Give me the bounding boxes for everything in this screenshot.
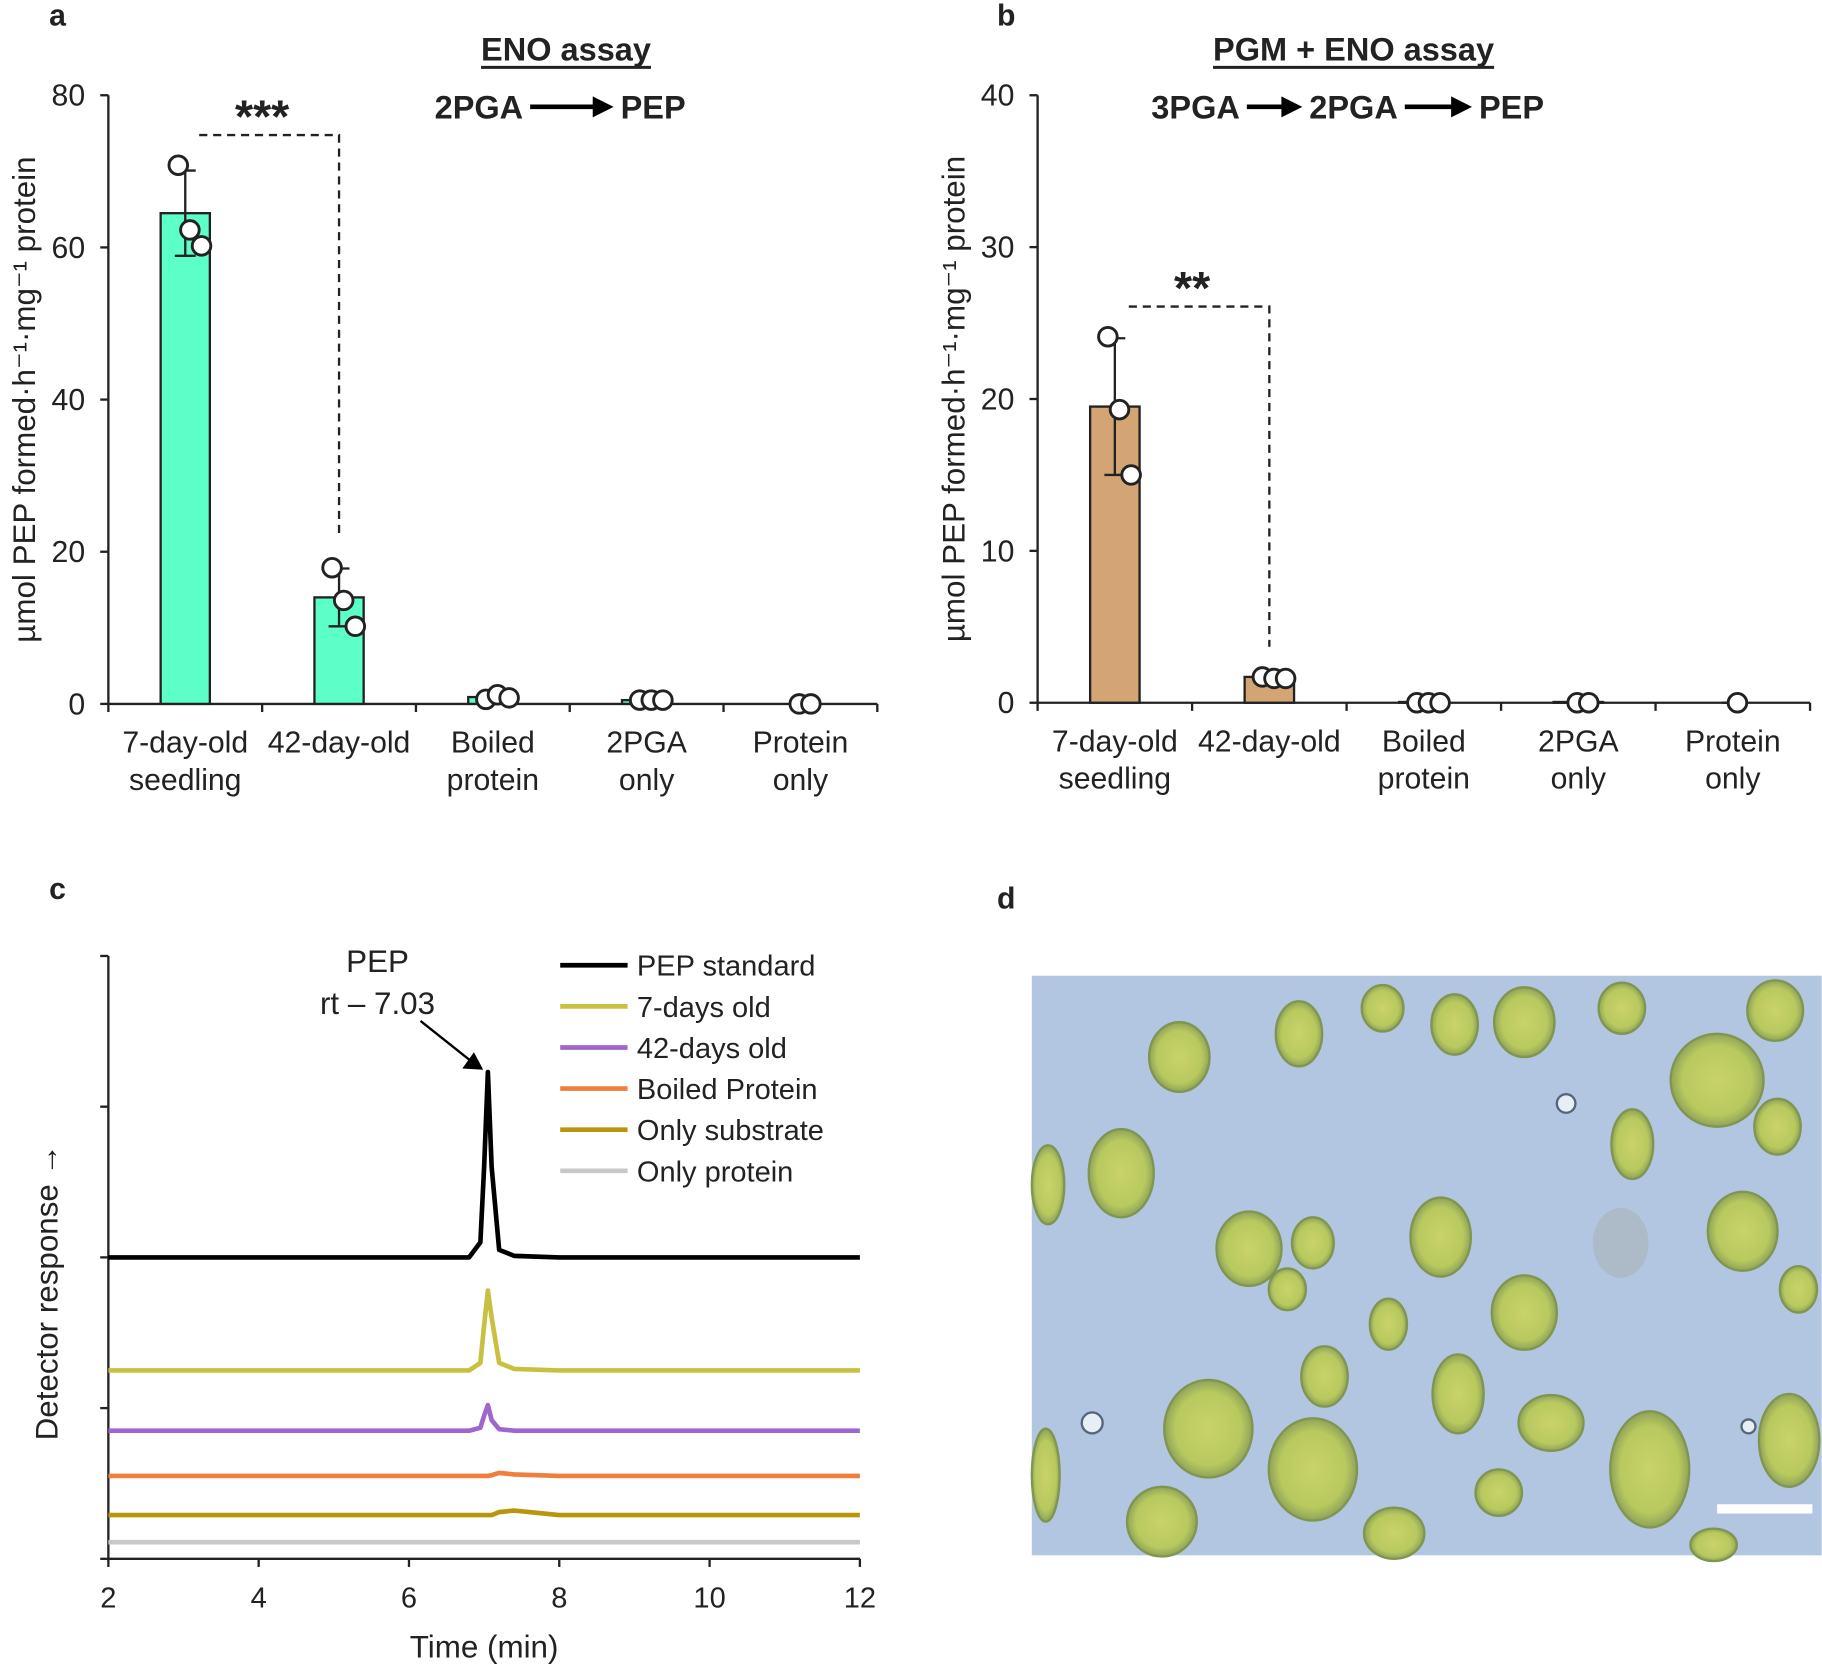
x-tick-label: 8 [551, 1583, 567, 1615]
x-tick-label: 4 [251, 1583, 267, 1615]
chart-title: PGM + ENO assay [1213, 31, 1494, 67]
x-axis-label: Time (min) [410, 1630, 559, 1665]
data-point [1578, 691, 1600, 714]
y-tick-label: 20 [981, 383, 1015, 416]
x-tick-label: 7-day-old seedling [122, 727, 248, 797]
micrograph [1030, 975, 1822, 1563]
y-tick-label: 30 [981, 232, 1015, 265]
reaction-step: PEP [1479, 89, 1544, 125]
chart-title: ENO assay [481, 31, 651, 67]
y-axis-label: µmol PEP formed·h⁻¹·mg⁻¹ protein [7, 156, 42, 642]
trace [108, 1508, 860, 1518]
x-tick-label: 42-day-old [268, 727, 411, 760]
trace [108, 1069, 860, 1260]
data-point [1429, 691, 1451, 714]
panel-label: d [997, 882, 1015, 915]
data-point [321, 556, 343, 579]
trace [108, 1288, 860, 1373]
y-tick-label: 40 [52, 384, 86, 417]
legend-label: PEP standard [637, 951, 816, 983]
panel-label: a [49, 0, 66, 33]
data-point [1726, 691, 1749, 714]
y-tick-label: 0 [68, 688, 85, 721]
x-tick-label: Boiled protein [447, 727, 539, 797]
data-point [167, 154, 190, 176]
x-tick-label: 6 [401, 1583, 417, 1615]
x-tick-label: 2 [100, 1583, 116, 1615]
x-tick-label: 42-day-old [1198, 726, 1341, 759]
y-tick-label: 40 [981, 80, 1015, 113]
data-point [1108, 398, 1131, 421]
panel-label: c [49, 873, 66, 906]
significance-label: ** [1174, 262, 1211, 314]
data-point [344, 615, 367, 638]
reaction-arrowhead [1281, 96, 1303, 118]
peak-arrowhead [462, 1052, 484, 1070]
data-point [1274, 667, 1297, 690]
x-tick-label: Protein only [1685, 726, 1781, 796]
x-tick-label: Boiled protein [1378, 726, 1470, 796]
y-tick-label: 80 [52, 80, 86, 113]
x-tick-label: 7-day-old seedling [1052, 726, 1178, 796]
legend-label: Only substrate [637, 1115, 824, 1147]
y-tick-label: 20 [52, 536, 86, 569]
y-axis-label: Detector response → [29, 1144, 64, 1440]
bar [159, 212, 212, 706]
x-tick-label: 12 [844, 1583, 876, 1615]
data-point [498, 687, 520, 709]
x-tick-label: Protein only [753, 727, 849, 797]
y-tick-label: 0 [998, 687, 1015, 720]
peak-arrow [419, 1019, 473, 1063]
significance-label: *** [235, 91, 290, 143]
legend-label: Only protein [637, 1156, 793, 1188]
reaction-arrowhead [1451, 96, 1473, 118]
legend-label: Boiled Protein [637, 1074, 818, 1106]
data-point [652, 689, 674, 711]
trace [108, 1470, 860, 1479]
significance-bracket [1128, 305, 1271, 647]
x-tick-label: 10 [693, 1583, 725, 1615]
x-tick-label: 2PGA only [1538, 726, 1619, 796]
panel-label: b [997, 0, 1015, 33]
x-tick-label: 2PGA only [606, 727, 687, 797]
legend-label: 7-days old [637, 992, 771, 1024]
peak-annotation: PEP rt – 7.03 [320, 944, 435, 1021]
reaction-step: PEP [621, 89, 686, 125]
data-point [332, 589, 355, 612]
y-tick-label: 10 [981, 535, 1015, 568]
data-point [190, 235, 213, 257]
data-point [179, 219, 201, 241]
data-point [1097, 325, 1119, 348]
data-point [800, 693, 822, 715]
reaction-arrowhead [592, 96, 614, 118]
reaction-step: 3PGA [1151, 89, 1240, 125]
data-point [1120, 464, 1142, 486]
reaction-step: 2PGA [435, 89, 524, 125]
y-tick-label: 60 [52, 232, 86, 265]
significance-bracket [199, 133, 341, 538]
trace [108, 1402, 860, 1434]
reaction-step: 2PGA [1309, 89, 1398, 125]
legend-label: 42-days old [637, 1033, 787, 1065]
y-axis-label: µmol PEP formed·h⁻¹·mg⁻¹ protein [936, 156, 971, 642]
